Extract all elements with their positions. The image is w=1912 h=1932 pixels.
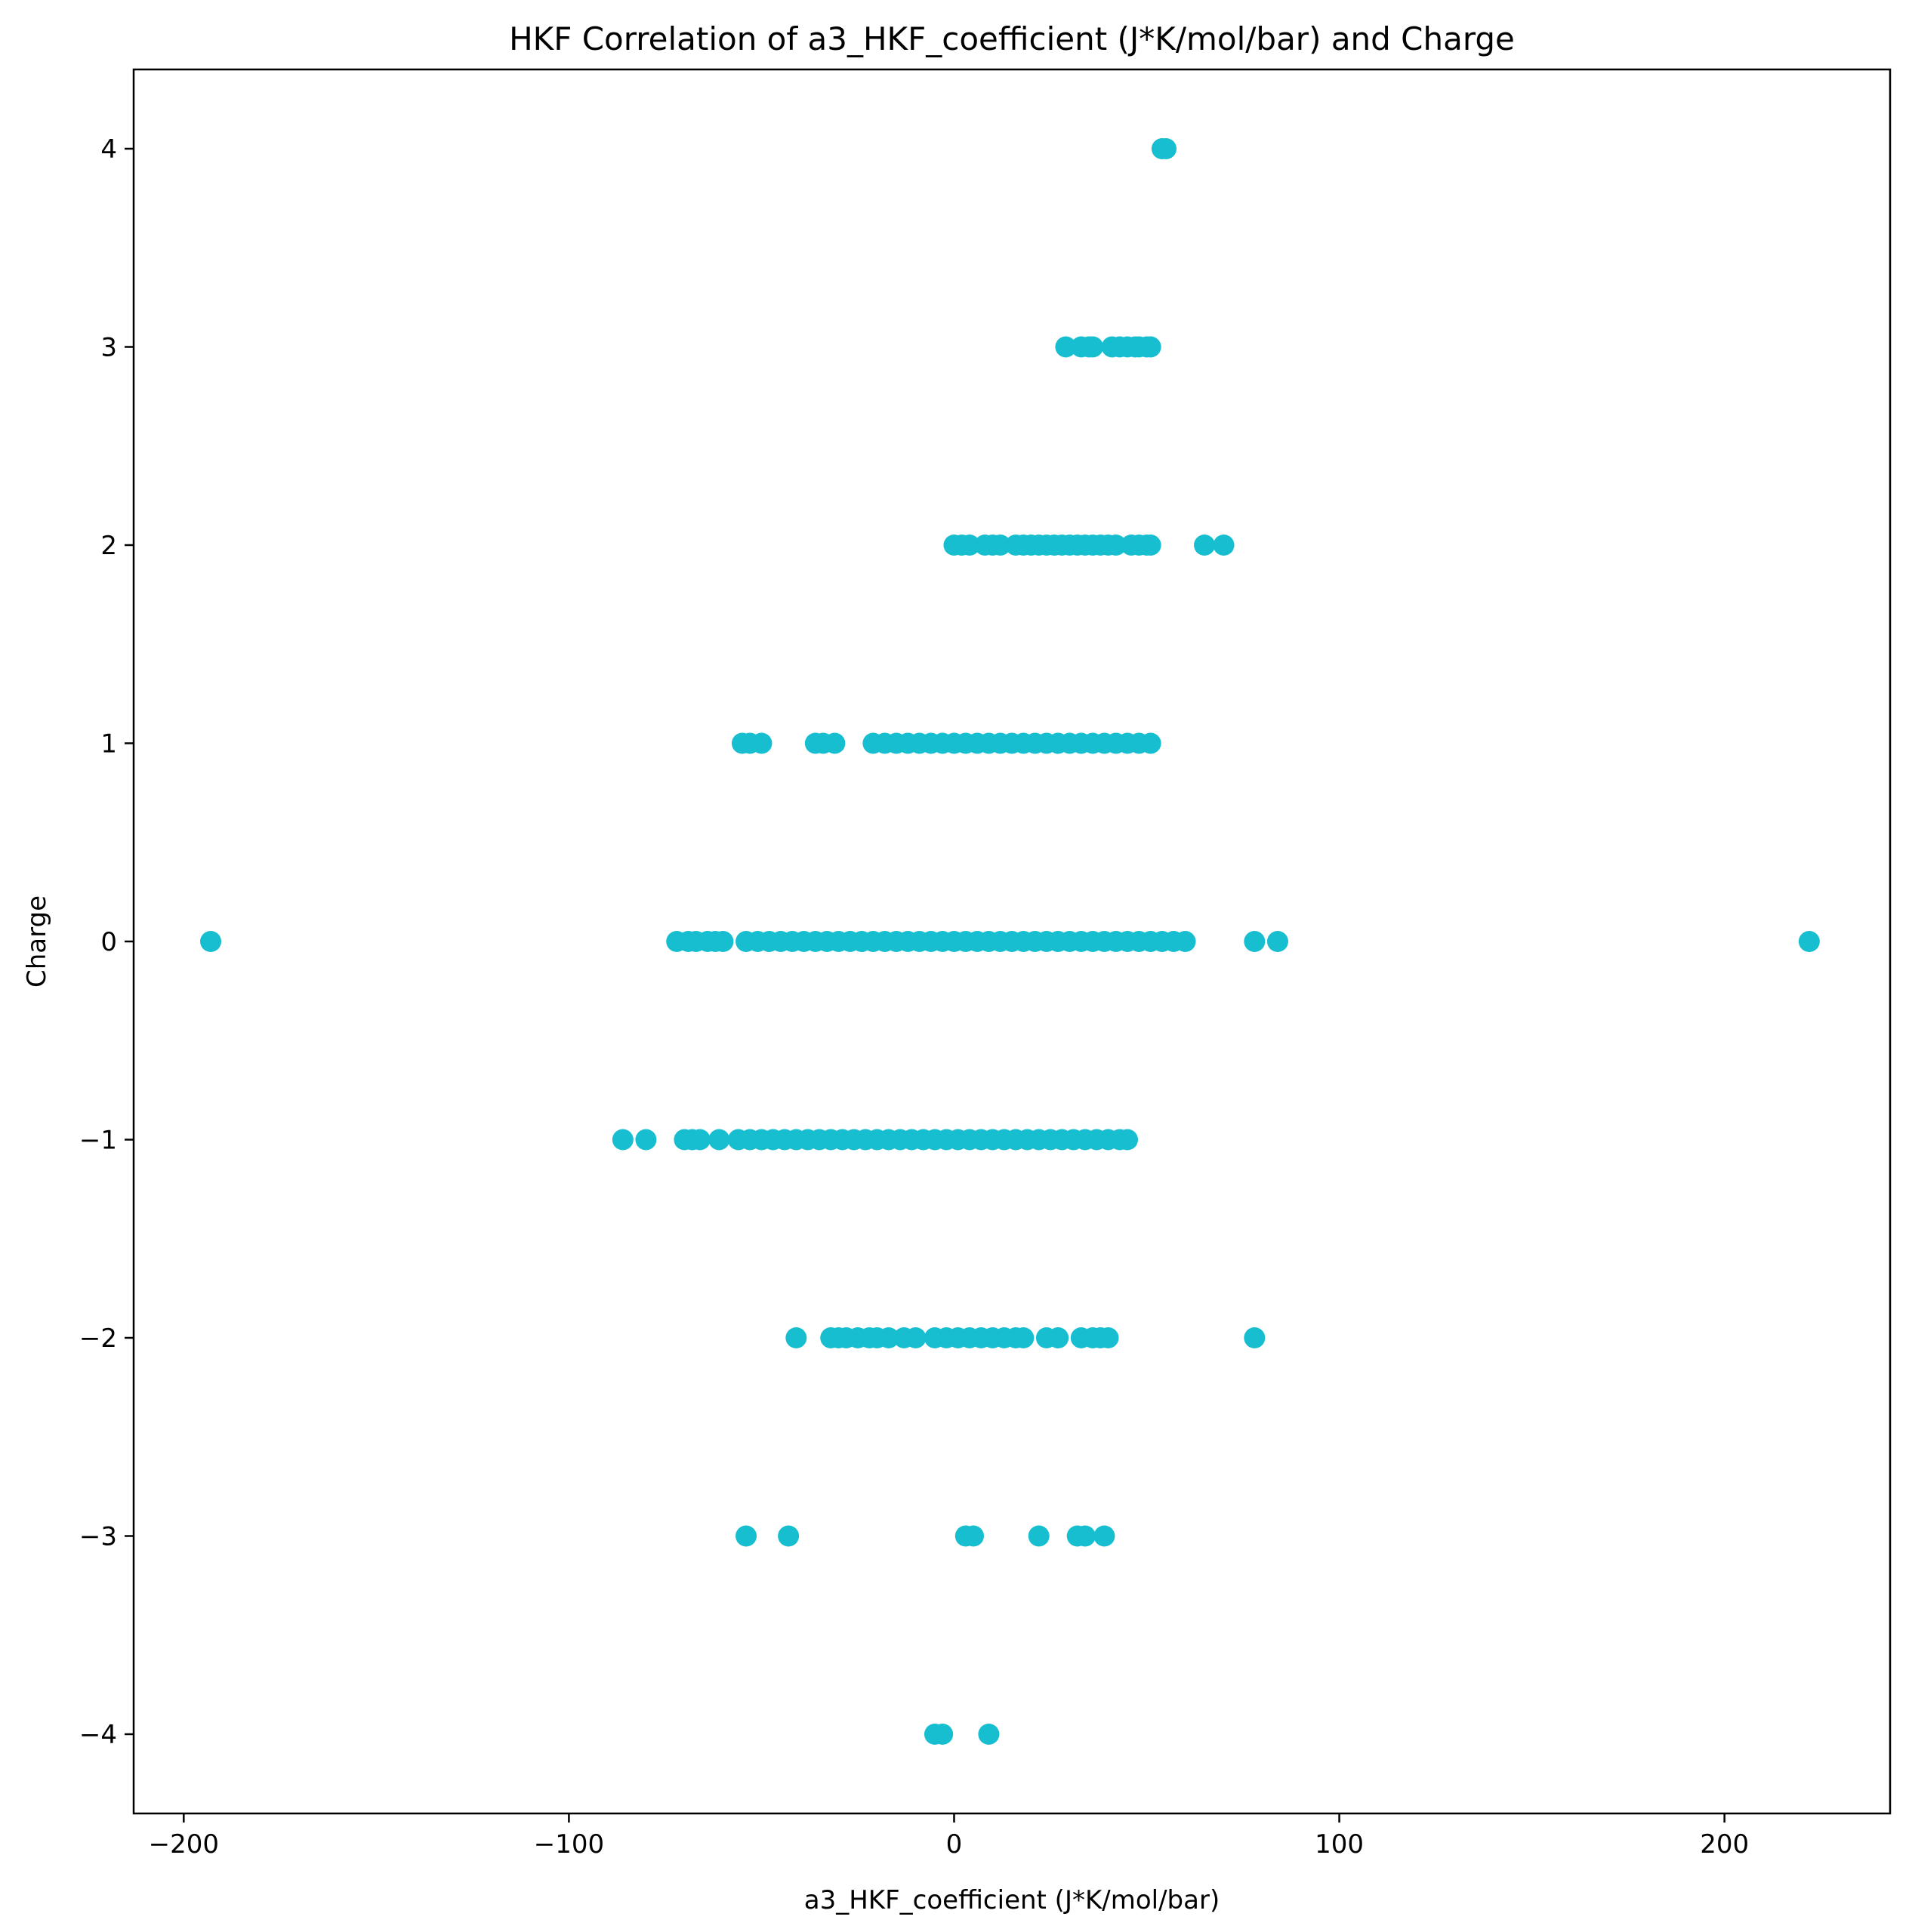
data-point bbox=[824, 732, 846, 754]
data-point bbox=[989, 535, 1011, 556]
y-tick-label: 3 bbox=[100, 333, 117, 363]
data-point bbox=[1244, 1327, 1266, 1348]
data-point bbox=[1117, 1129, 1139, 1151]
data-point bbox=[1055, 336, 1077, 358]
y-tick-label: −1 bbox=[79, 1126, 117, 1156]
data-point bbox=[785, 1327, 807, 1348]
data-point bbox=[736, 1525, 757, 1547]
data-point bbox=[958, 535, 980, 556]
data-point bbox=[932, 1724, 954, 1745]
plot-area-frame bbox=[132, 68, 1892, 1815]
data-point bbox=[1139, 732, 1161, 754]
x-tick-label: −100 bbox=[534, 1829, 604, 1860]
chart-title: HKF Correlation of a3_HKF_coefficient (J… bbox=[509, 20, 1515, 57]
x-tick-label: 200 bbox=[1700, 1829, 1749, 1860]
y-tick-label: −3 bbox=[79, 1522, 117, 1552]
data-point bbox=[1105, 535, 1127, 556]
y-tick-label: 4 bbox=[100, 134, 117, 165]
y-axis-label: Charge bbox=[22, 895, 52, 988]
data-point bbox=[1074, 1525, 1096, 1547]
y-tick-label: −4 bbox=[79, 1720, 117, 1750]
data-point bbox=[1194, 535, 1216, 556]
data-point bbox=[712, 931, 734, 952]
axis-ticks: −200 −100 0 100 200 −4 −3 −2 −1 0 1 2 3 4 bbox=[79, 134, 1749, 1860]
data-point bbox=[612, 1129, 634, 1151]
data-point bbox=[877, 1327, 899, 1348]
x-axis-label: a3_HKF_coefficient (J*K/mol/bar) bbox=[804, 1885, 1220, 1915]
data-point bbox=[1047, 1327, 1069, 1348]
y-tick-label: 2 bbox=[100, 531, 117, 561]
y-tick-label: 0 bbox=[100, 927, 117, 957]
data-point bbox=[962, 1525, 984, 1547]
data-point bbox=[905, 1327, 927, 1348]
data-point bbox=[1139, 336, 1161, 358]
data-point bbox=[1244, 931, 1266, 952]
data-point bbox=[1213, 535, 1235, 556]
data-point bbox=[200, 931, 222, 952]
data-point bbox=[1093, 1525, 1115, 1547]
data-point bbox=[1139, 535, 1161, 556]
data-point bbox=[1266, 931, 1288, 952]
data-point bbox=[708, 1129, 730, 1151]
data-point bbox=[1013, 1327, 1035, 1348]
y-tick-label: 1 bbox=[100, 729, 117, 760]
data-point bbox=[978, 1724, 1000, 1745]
data-point bbox=[1097, 1327, 1119, 1348]
x-tick-label: 100 bbox=[1315, 1829, 1364, 1860]
data-point bbox=[1028, 1525, 1050, 1547]
x-tick-label: 0 bbox=[946, 1829, 963, 1860]
data-point bbox=[1798, 931, 1820, 952]
y-tick-label: −2 bbox=[79, 1323, 117, 1354]
data-point bbox=[635, 1129, 657, 1151]
data-point bbox=[1082, 336, 1104, 358]
data-point bbox=[1155, 138, 1177, 159]
data-point bbox=[778, 1525, 800, 1547]
data-points bbox=[200, 138, 1820, 1745]
data-point bbox=[689, 1129, 711, 1151]
data-point bbox=[1174, 931, 1196, 952]
data-point bbox=[751, 732, 773, 754]
x-tick-label: −200 bbox=[149, 1829, 219, 1860]
